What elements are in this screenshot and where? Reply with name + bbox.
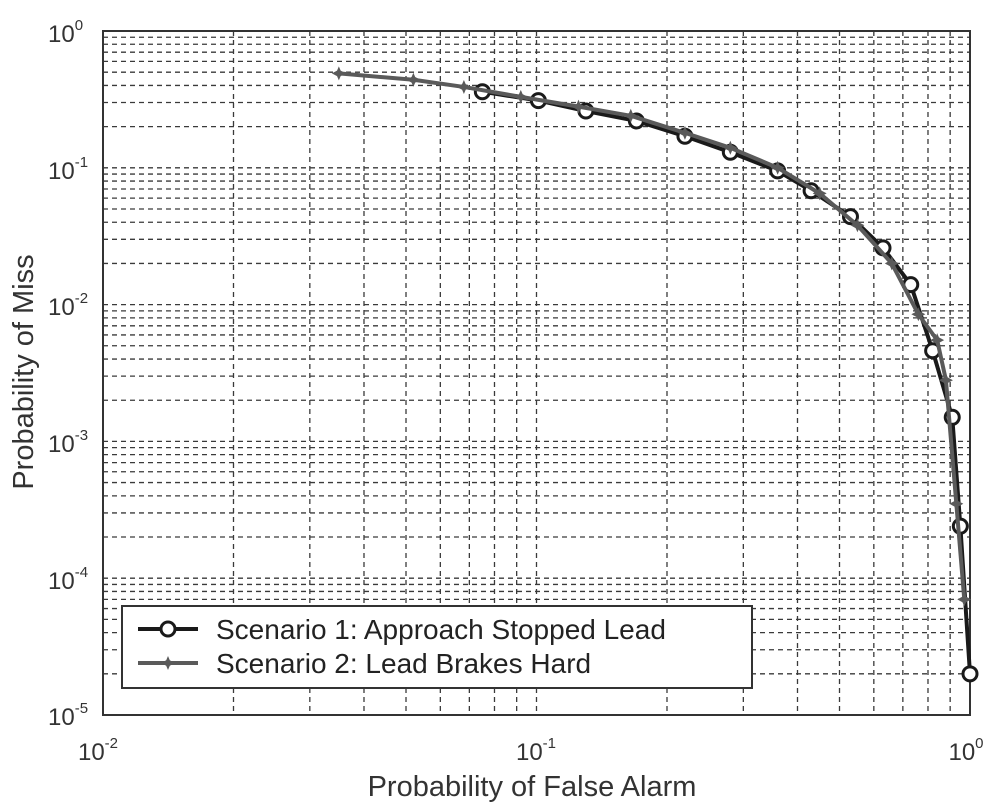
- legend-marker-series-2: [161, 656, 175, 670]
- data-point-star: [331, 66, 346, 81]
- data-point-star: [930, 333, 945, 348]
- x-tick-label: 10-1: [516, 735, 556, 766]
- x-tick-labels: 10-2 10-1 100: [78, 735, 984, 766]
- data-point-star: [884, 256, 899, 271]
- y-tick-labels: 10-5 10-4 10-3 10-2 10-1 100: [48, 17, 88, 731]
- data-point-star: [406, 72, 421, 87]
- legend-label-series-1: Scenario 1: Approach Stopped Lead: [216, 614, 666, 645]
- y-tick-label: 10-1: [48, 154, 88, 185]
- y-tick-label: 10-3: [48, 427, 88, 458]
- data-point-star: [938, 373, 953, 388]
- series-layer: [331, 66, 979, 683]
- data-point-star: [513, 89, 528, 104]
- legend: Scenario 1: Approach Stopped Lead Scenar…: [121, 605, 753, 689]
- data-point-circle: [961, 665, 979, 683]
- data-point-star: [723, 140, 738, 155]
- data-point-star: [770, 160, 785, 175]
- data-point-star: [949, 496, 964, 511]
- plot-frame: [102, 30, 971, 716]
- data-point-star: [677, 125, 692, 140]
- y-tick-label: 10-2: [48, 290, 88, 321]
- data-point-star: [571, 99, 586, 114]
- data-point-star: [456, 79, 471, 94]
- data-point-star: [957, 592, 972, 607]
- y-tick-label: 10-5: [48, 700, 88, 731]
- data-point-star: [911, 307, 926, 322]
- data-point-star: [812, 186, 827, 201]
- x-tick-label: 10-2: [78, 735, 118, 766]
- x-tick-label: 100: [948, 735, 983, 766]
- data-point-star: [623, 108, 638, 123]
- y-tick-label: 100: [48, 17, 83, 48]
- data-point-star: [850, 218, 865, 233]
- x-axis-title: Probability of False Alarm: [368, 771, 697, 803]
- series-2: [331, 66, 972, 607]
- y-tick-label: 10-4: [48, 564, 88, 595]
- legend-marker-series-1: [159, 620, 177, 638]
- y-axis-title: Probability of Miss: [8, 254, 40, 489]
- legend-label-series-2: Scenario 2: Lead Brakes Hard: [216, 648, 591, 679]
- legend-box: [121, 605, 753, 689]
